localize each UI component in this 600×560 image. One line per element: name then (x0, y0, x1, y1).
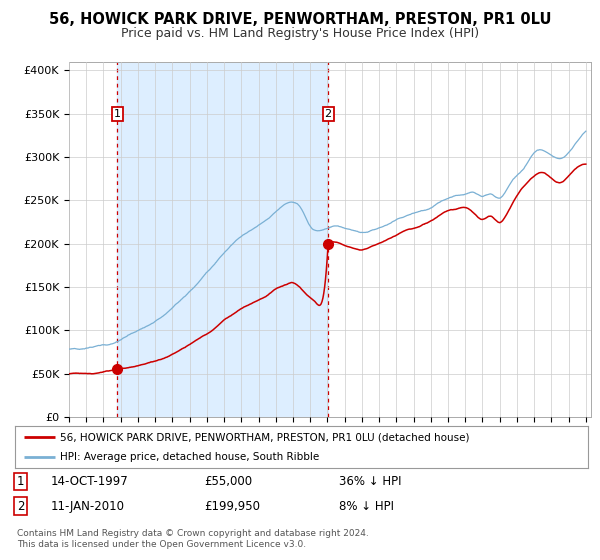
Text: £55,000: £55,000 (204, 475, 252, 488)
Text: HPI: Average price, detached house, South Ribble: HPI: Average price, detached house, Sout… (59, 452, 319, 462)
Text: 2: 2 (17, 500, 24, 512)
Text: 1: 1 (17, 475, 24, 488)
Text: 1: 1 (113, 109, 121, 119)
Text: 36% ↓ HPI: 36% ↓ HPI (339, 475, 401, 488)
Text: 11-JAN-2010: 11-JAN-2010 (51, 500, 125, 512)
Text: 14-OCT-1997: 14-OCT-1997 (51, 475, 129, 488)
Text: Contains HM Land Registry data © Crown copyright and database right 2024.
This d: Contains HM Land Registry data © Crown c… (17, 529, 368, 549)
Bar (117, 62, 328, 417)
Text: 2: 2 (325, 109, 332, 119)
Text: 8% ↓ HPI: 8% ↓ HPI (339, 500, 394, 512)
Text: 56, HOWICK PARK DRIVE, PENWORTHAM, PRESTON, PR1 0LU (detached house): 56, HOWICK PARK DRIVE, PENWORTHAM, PREST… (59, 432, 469, 442)
Text: £199,950: £199,950 (204, 500, 260, 512)
Text: Price paid vs. HM Land Registry's House Price Index (HPI): Price paid vs. HM Land Registry's House … (121, 27, 479, 40)
Text: 56, HOWICK PARK DRIVE, PENWORTHAM, PRESTON, PR1 0LU: 56, HOWICK PARK DRIVE, PENWORTHAM, PREST… (49, 12, 551, 27)
